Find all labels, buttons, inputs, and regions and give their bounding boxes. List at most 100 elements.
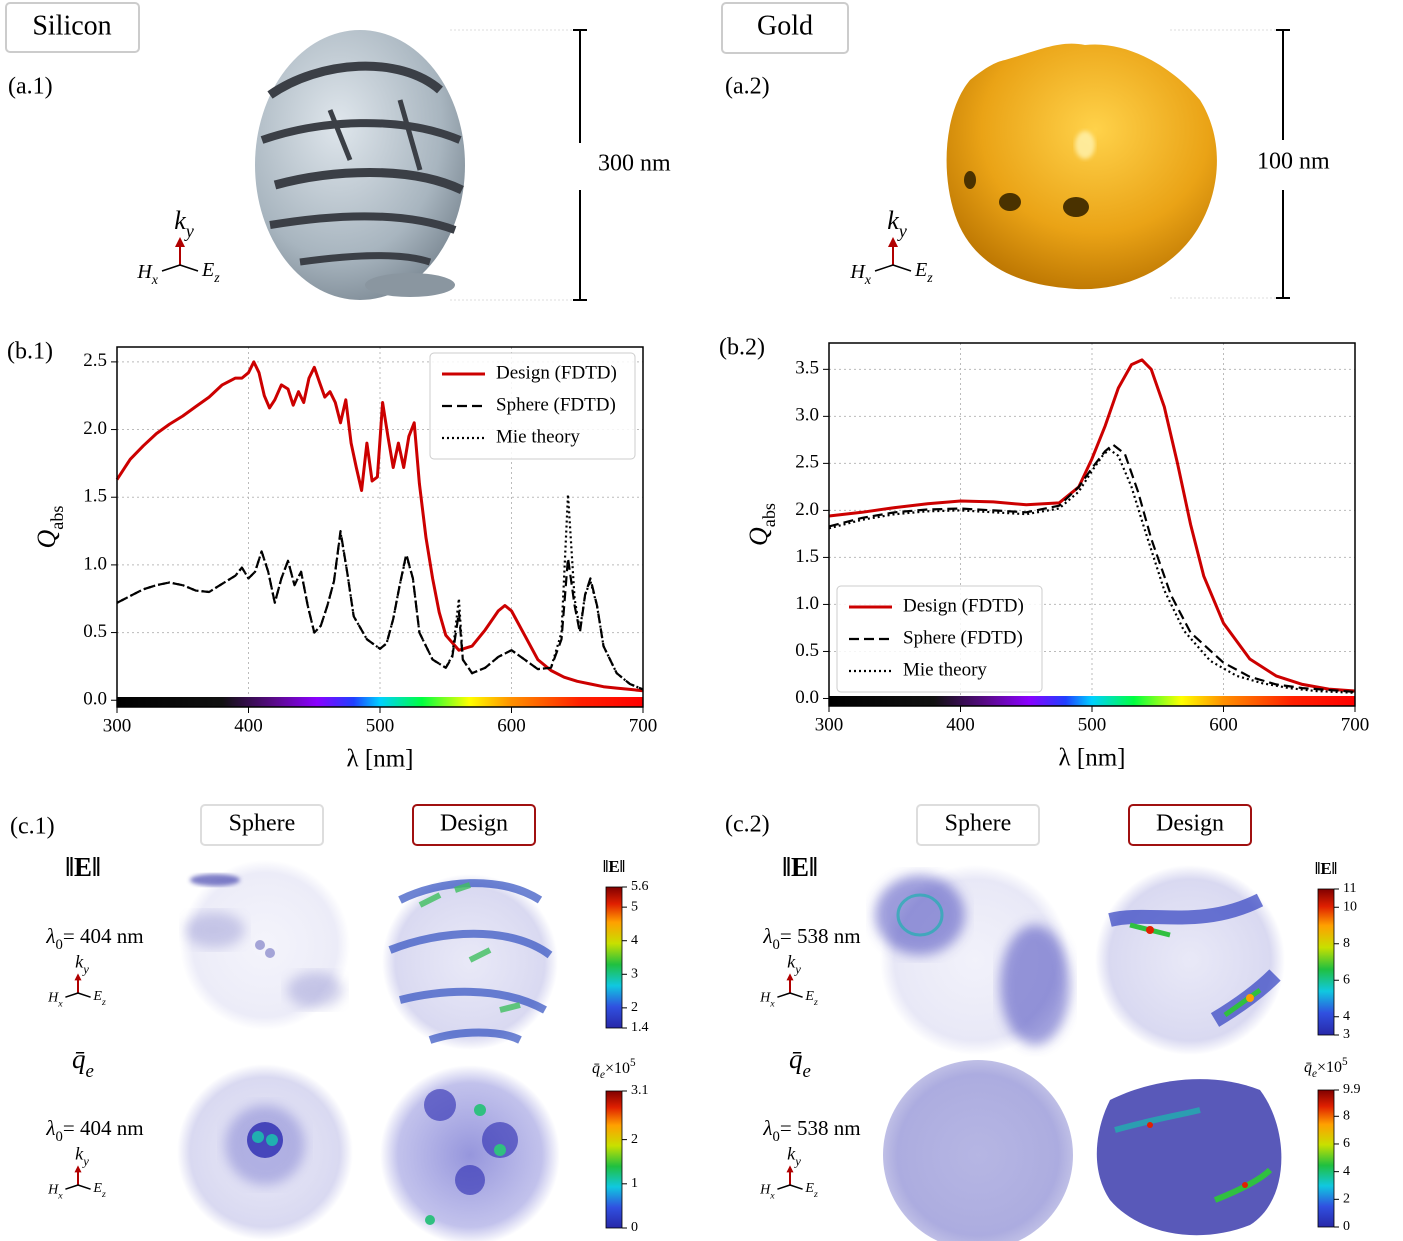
- colorbar-title-part: 5: [1342, 1056, 1348, 1068]
- wavelength-label-part: = 538 nm: [780, 1116, 861, 1140]
- x-tick-label: 600: [1209, 714, 1238, 735]
- colorbar: [605, 886, 623, 1029]
- axis-label: Hx: [759, 991, 775, 1010]
- wavelength-label-part: 0: [56, 937, 63, 953]
- wavelength-label-part: 0: [773, 937, 780, 953]
- axis-icon: [65, 973, 91, 998]
- axis-icon: [874, 237, 912, 272]
- axis-label-part: x: [151, 273, 159, 288]
- axis-label-part: E: [92, 1181, 102, 1196]
- axis-label-part: E: [804, 1181, 814, 1196]
- axis-label-part: H: [47, 1183, 59, 1198]
- axis-label-part: z: [813, 1189, 818, 1200]
- axis-label-part: E: [92, 989, 102, 1004]
- quantity-label: q̄e: [72, 1044, 94, 1082]
- scale-bar: [450, 29, 587, 301]
- axis-label-part: H: [759, 991, 771, 1006]
- axis-label: Ez: [92, 1181, 106, 1200]
- axis-label: Hx: [136, 261, 158, 288]
- colorbar-tick-label: 2: [1343, 1192, 1350, 1207]
- x-tick-label: 400: [946, 714, 975, 735]
- axis-label-part: y: [793, 1155, 801, 1169]
- series-line: [115, 360, 644, 693]
- arrow: [65, 992, 91, 998]
- axis-label-part: E: [201, 259, 214, 281]
- axis-label-part: x: [769, 1190, 775, 1201]
- arrow-head: [175, 237, 185, 247]
- axis-label-part: k: [174, 206, 186, 235]
- axis-label: Hx: [47, 991, 63, 1010]
- label-box: [1128, 804, 1252, 846]
- y-tick-label: 0.5: [83, 621, 107, 642]
- x-axis-title: λ [nm]: [347, 746, 414, 773]
- wavelength-label: λ0= 538 nm: [762, 924, 860, 954]
- axis-label: Ez: [914, 259, 933, 286]
- axis-label-part: x: [57, 1190, 63, 1201]
- colorbar-tick-label: 0: [1343, 1219, 1350, 1234]
- material-label: Silicon: [32, 10, 111, 41]
- y-tick-label: 2.0: [83, 418, 107, 439]
- colorbar-tick-label: 5: [631, 899, 638, 914]
- scale-label: 100 nm: [1257, 149, 1330, 175]
- series-line: [828, 443, 1356, 693]
- y-tick-label: 2.5: [795, 452, 819, 473]
- y-tick-label: 1.5: [795, 546, 819, 567]
- wavelength-label-part: = 404 nm: [63, 1116, 144, 1140]
- x-tick-label: 700: [1341, 714, 1370, 735]
- axis-label: ky: [75, 952, 89, 977]
- column-label: Design: [1156, 811, 1224, 837]
- quantity-label-part: q̄: [72, 1044, 86, 1074]
- field-map-image: [883, 1060, 1073, 1241]
- quantity-label: q̄e: [789, 1044, 811, 1082]
- legend-label: Design (FDTD): [496, 362, 617, 383]
- x-tick-label: 400: [234, 715, 263, 736]
- axis-label-part: H: [47, 991, 59, 1006]
- wavelength-label: λ0= 538 nm: [762, 1116, 860, 1146]
- legend-box: [429, 352, 636, 460]
- quantity-label: ‖E‖: [65, 852, 101, 882]
- x-tick-label: 300: [815, 714, 844, 735]
- legend-label: Mie theory: [496, 426, 580, 447]
- x-tick-label: 700: [629, 715, 658, 736]
- colorbar-tick-label: 4: [631, 933, 638, 948]
- gold-render: [946, 43, 1217, 290]
- colorbar-tick-label: 3.1: [631, 1083, 649, 1098]
- y-axis-title: Qabs: [744, 503, 779, 546]
- colorbar-tick-label: 6: [1343, 1136, 1350, 1151]
- y-tick-label: 3.0: [795, 405, 819, 426]
- legend-label: Sphere (FDTD): [496, 394, 616, 415]
- panel-label: (a.2): [725, 74, 770, 100]
- colorbar-tick-label: 5.6: [631, 879, 649, 894]
- legend-label: Sphere (FDTD): [903, 627, 1023, 648]
- label-box: [916, 804, 1040, 846]
- wavelength-label-part: λ: [45, 924, 55, 948]
- colorbar-tick-label: 8: [1343, 936, 1350, 951]
- quantity-label-part: ‖E‖: [65, 852, 101, 882]
- y-axis-title-part: abs: [47, 505, 67, 529]
- axis-label: ky: [787, 952, 801, 977]
- field-map-image: [382, 874, 558, 1050]
- arrow: [777, 1184, 803, 1190]
- arrow-head: [888, 237, 898, 247]
- y-axis-title-part: Q: [32, 530, 61, 549]
- colorbar-title-part: e: [600, 1069, 605, 1081]
- field-map-image: [875, 865, 1070, 1055]
- silicon-render: [255, 30, 465, 300]
- column-label: Sphere: [945, 811, 1012, 837]
- y-axis-title: Qabs: [32, 505, 67, 548]
- axis-icon: [161, 237, 199, 272]
- material-label: Gold: [757, 10, 813, 41]
- x-tick-label: 600: [497, 715, 526, 736]
- legend-box: [836, 585, 1043, 693]
- y-tick-label: 1.0: [83, 553, 107, 574]
- field-map-image: [1095, 865, 1285, 1055]
- panel-label: (c.2): [725, 812, 770, 838]
- colorbar-tick-label: 9.9: [1343, 1082, 1361, 1097]
- y-tick-label: 0.5: [795, 640, 819, 661]
- y-tick-label: 0.0: [795, 687, 819, 708]
- colorbar-title: q̄e×105: [592, 1057, 636, 1081]
- colorbar-tick-label: 2: [631, 1000, 638, 1015]
- wavelength-label-part: = 538 nm: [780, 924, 861, 948]
- wavelength-label-part: λ: [45, 1116, 55, 1140]
- colorbar-title: q̄e×105: [1304, 1056, 1348, 1080]
